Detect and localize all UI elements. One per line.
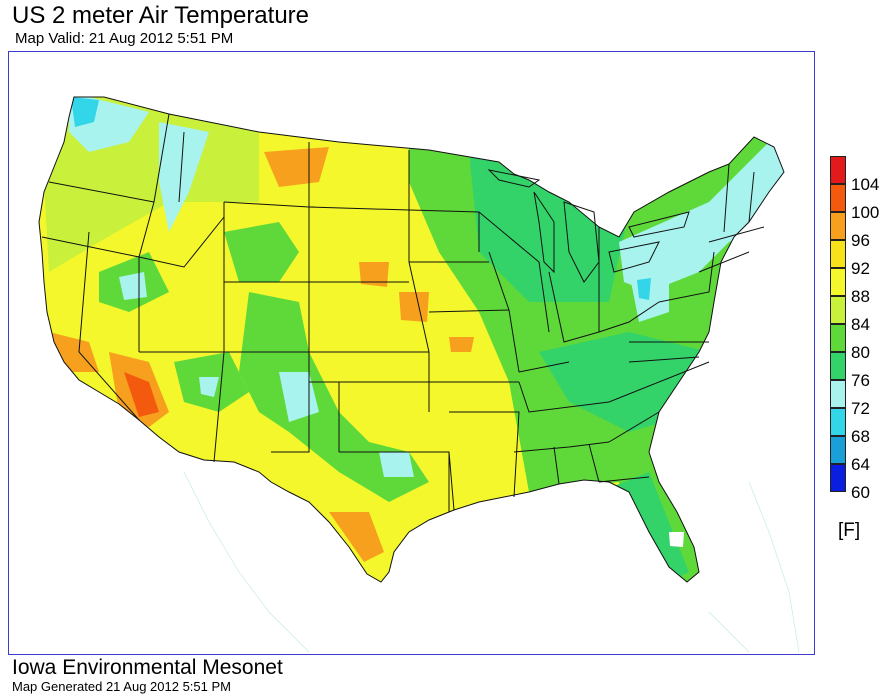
legend-label: 80 (851, 343, 870, 362)
source-org: Iowa Environmental Mesonet (12, 656, 283, 679)
temperature-map (38, 96, 800, 653)
generated-time: Map Generated 21 Aug 2012 5:51 PM (12, 679, 231, 694)
legend-label: 100 (851, 203, 880, 222)
map-frame (8, 51, 815, 655)
legend-swatch (830, 408, 846, 436)
legend-label: 72 (851, 399, 870, 418)
map-title: US 2 meter Air Temperature (12, 2, 310, 29)
legend-swatch (830, 464, 846, 492)
legend-label: 92 (851, 259, 870, 278)
legend-label: 104 (851, 175, 880, 194)
legend-label: 96 (851, 231, 870, 250)
legend-swatch (830, 212, 846, 240)
legend-swatch (830, 436, 846, 464)
legend-label: 60 (851, 483, 870, 502)
neighbor-outlines (183, 471, 800, 653)
map-valid-time: Map Valid: 21 Aug 2012 5:51 PM (15, 30, 234, 47)
legend-swatch (830, 352, 846, 380)
legend-label: 64 (851, 455, 870, 474)
legend-unit: [F] (838, 520, 861, 541)
legend-label: 76 (851, 371, 870, 390)
legend-label: 68 (851, 427, 870, 446)
state-boundaries (38, 96, 785, 583)
legend-swatch (830, 156, 846, 184)
legend-swatch (830, 240, 846, 268)
legend-swatch (830, 184, 846, 212)
legend-swatch (830, 268, 846, 296)
legend-label: 88 (851, 287, 870, 306)
temperature-field (39, 97, 784, 582)
legend-label: 84 (851, 315, 870, 334)
legend-swatch (830, 324, 846, 352)
legend-swatch (830, 296, 846, 324)
legend-swatch (830, 380, 846, 408)
